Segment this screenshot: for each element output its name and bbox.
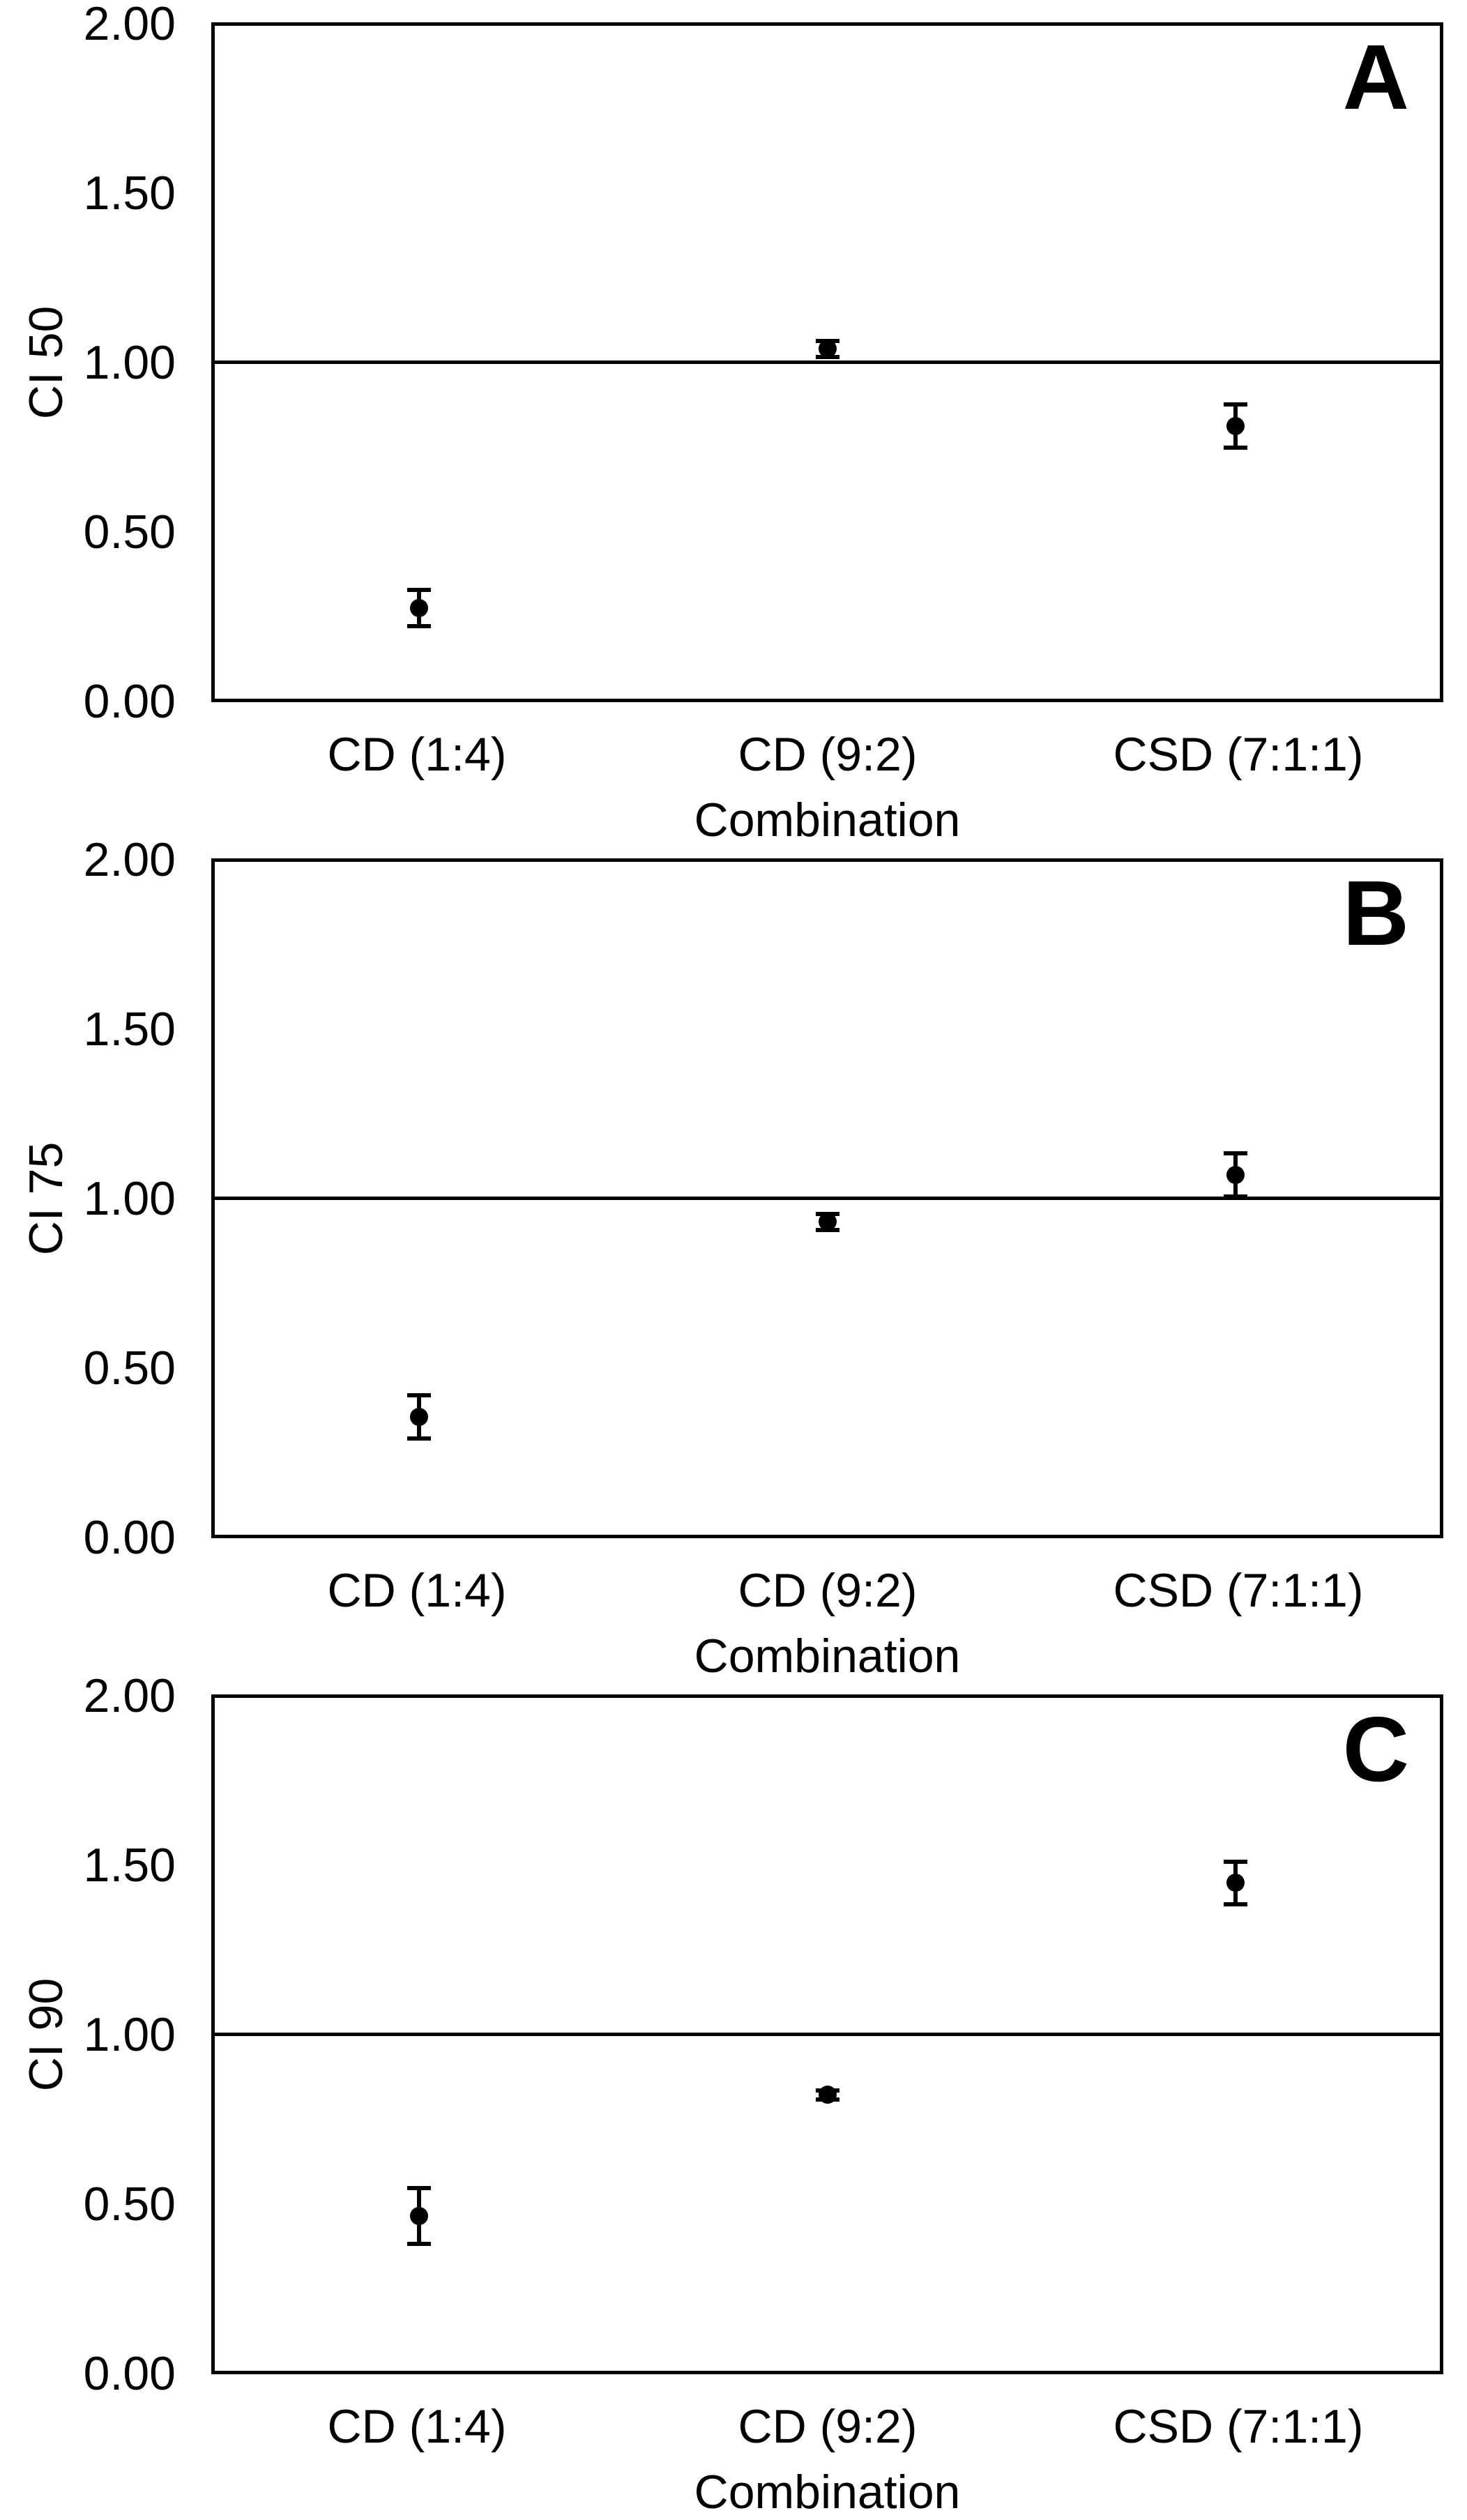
data-point [1226, 1874, 1245, 1892]
x-tick-label: CD (1:4) [327, 2400, 507, 2453]
y-tick-label: 1.00 [83, 1172, 176, 1225]
data-point [1226, 417, 1245, 436]
x-tick-label: CD (1:4) [327, 1564, 507, 1617]
y-tick-label: 2.00 [83, 0, 176, 50]
y-tick-label: 0.50 [83, 2178, 176, 2231]
x-tick-label: CD (1:4) [327, 728, 507, 781]
plot-area: C [211, 1694, 1443, 2374]
x-tick-label: CD (9:2) [738, 728, 918, 781]
data-point [818, 1213, 837, 1231]
x-tick-label: CD (9:2) [738, 1564, 918, 1617]
reference-line [215, 2033, 1440, 2036]
x-axis-label: Combination [694, 1630, 961, 1683]
plot-area: B [211, 858, 1443, 1538]
x-tick-label: CSD (7:1:1) [1113, 1564, 1364, 1617]
data-point [409, 1408, 428, 1427]
panel-b: CI 75 2.00 1.50 1.00 0.50 0.00 B CD (1:4… [0, 833, 1467, 1683]
y-tick-label: 2.00 [83, 833, 176, 886]
y-tick-label: 1.50 [83, 167, 176, 220]
x-tick-label: CSD (7:1:1) [1113, 728, 1364, 781]
data-point [818, 340, 837, 358]
x-axis-label: Combination [694, 2466, 961, 2519]
y-tick-label: 1.00 [83, 336, 176, 389]
data-point [409, 2207, 428, 2226]
y-tick-label: 0.00 [83, 1511, 176, 1564]
y-tick-label: 0.00 [83, 675, 176, 728]
reference-line [215, 1197, 1440, 1200]
data-point [1226, 1165, 1245, 1184]
y-tick-label: 1.50 [83, 1003, 176, 1056]
panel-letter: B [1342, 862, 1411, 964]
y-tick-label: 0.00 [83, 2347, 176, 2400]
plot-area: A [211, 22, 1443, 702]
y-tick-label: 0.50 [83, 1342, 176, 1395]
panel-letter: A [1342, 26, 1411, 128]
panel-letter: C [1342, 1698, 1411, 1800]
panel-a: CI 50 2.00 1.50 1.00 0.50 0.00 A CD (1:4… [0, 0, 1467, 847]
y-tick-label: 1.00 [83, 2008, 176, 2061]
y-tick-label: 1.50 [83, 1839, 176, 1892]
data-point [409, 598, 428, 617]
y-tick-label: 2.00 [83, 1669, 176, 1722]
panel-c: CI 90 2.00 1.50 1.00 0.50 0.00 C CD (1:4… [0, 1669, 1467, 2519]
x-tick-label: CSD (7:1:1) [1113, 2400, 1364, 2453]
y-tick-label: 0.50 [83, 506, 176, 559]
data-point [818, 2086, 837, 2104]
x-axis-label: Combination [694, 794, 961, 847]
x-tick-label: CD (9:2) [738, 2400, 918, 2453]
reference-line [215, 360, 1440, 364]
